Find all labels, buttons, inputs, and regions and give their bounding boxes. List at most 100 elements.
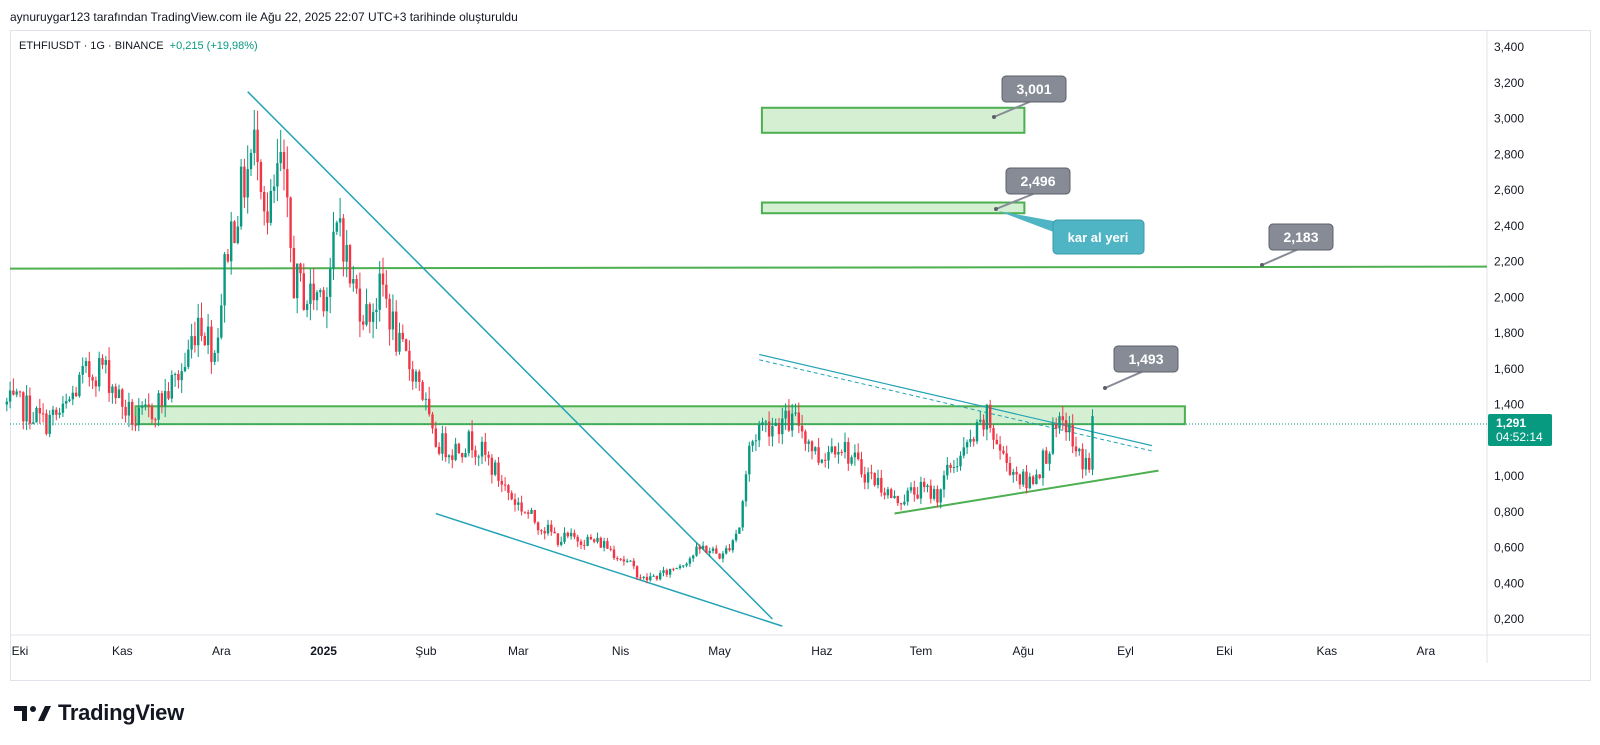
candle-body (444, 433, 447, 458)
candle-body (794, 412, 797, 414)
candle-body (32, 422, 35, 424)
candle-body (734, 533, 738, 541)
candle-body (5, 401, 8, 405)
candle-body (1045, 450, 1048, 464)
candle-body (137, 407, 140, 426)
candle-body (949, 464, 952, 468)
candle-body (58, 412, 61, 415)
candle-body (269, 190, 272, 223)
candle-body (408, 350, 411, 370)
candle-body (68, 399, 71, 402)
candle-body (451, 455, 454, 460)
candle-body (41, 413, 45, 415)
candle-body (1012, 471, 1015, 475)
candle-body (602, 541, 606, 548)
candle-body (744, 474, 748, 502)
candle-body (74, 392, 78, 397)
price-label-1493-text: 1,493 (1128, 351, 1163, 367)
candle-body (467, 431, 470, 454)
candle-body (154, 419, 157, 421)
wedge-upper-trendline (759, 353, 1153, 447)
candle-body (645, 576, 649, 581)
candle-body (51, 409, 55, 415)
candle-body (721, 553, 725, 559)
candle-body (1035, 474, 1038, 485)
candle-body (309, 283, 312, 305)
y-tick-label: 1,000 (1494, 469, 1524, 483)
candle-body (715, 548, 718, 554)
candle-body (517, 502, 520, 505)
price-label-2496-pointer (995, 191, 1039, 210)
candle-body (206, 326, 210, 346)
candle-body (71, 392, 74, 400)
candle-body (197, 317, 200, 346)
candle-body (253, 129, 256, 153)
candle-body (857, 452, 860, 460)
candle-body (121, 389, 124, 407)
price-zone (760, 106, 1026, 134)
candle-body (814, 447, 817, 452)
candle-body (942, 475, 946, 490)
candle-body (272, 186, 276, 191)
candle-body (279, 152, 282, 164)
candle-body (111, 386, 114, 393)
candle-body (276, 163, 279, 187)
candle-body (982, 419, 985, 430)
y-tick-label: 2,600 (1494, 183, 1524, 197)
candle-body (576, 536, 579, 542)
candle-body (962, 447, 965, 456)
candle-body (639, 577, 642, 579)
candle-body (381, 273, 385, 285)
candle-body (256, 129, 259, 163)
candle-body (220, 305, 223, 338)
candle-body (586, 536, 589, 546)
chart-frame[interactable] (10, 30, 1591, 681)
price-label-3001-box (1001, 75, 1067, 103)
price-label-2496-anchor (994, 207, 998, 211)
price-label-1493-anchor (1103, 386, 1107, 390)
y-tick-label: 2,200 (1494, 255, 1524, 269)
candle-body (880, 477, 883, 493)
candle-body (863, 474, 866, 483)
candle-body (956, 466, 959, 468)
candle-body (781, 418, 784, 435)
candle-body (322, 290, 325, 312)
candle-body (728, 548, 731, 551)
candle-body (28, 395, 32, 424)
candle-body (173, 374, 177, 376)
candle-body (1025, 471, 1028, 489)
candle-body (685, 563, 688, 566)
candles-group (5, 109, 1094, 584)
candle-body (682, 565, 685, 567)
candle-body (329, 269, 332, 297)
candle-body (134, 424, 137, 426)
candle-body (243, 166, 246, 198)
candle-body (672, 568, 675, 570)
x-tick-label: Kas (1316, 644, 1337, 658)
candle-body (12, 390, 15, 395)
x-tick-label: Eyl (1117, 644, 1134, 658)
candle-body (342, 218, 345, 262)
candle-body (870, 472, 873, 474)
candle-body (758, 425, 761, 441)
candle-body (348, 244, 352, 284)
tradingview-brand[interactable]: TradingView (14, 700, 184, 726)
candle-body (355, 279, 358, 289)
candle-body (375, 309, 378, 313)
note-pointer (998, 211, 1059, 234)
candle-body (527, 512, 530, 514)
candle-body (1005, 453, 1008, 463)
candle-body (1078, 448, 1081, 452)
falling-resistance-trendline (247, 91, 773, 620)
price-label-1493-pointer (1104, 369, 1147, 389)
candle-body (131, 401, 134, 425)
candle-body (718, 553, 721, 559)
candle-body (190, 336, 193, 350)
candle-body (992, 427, 995, 440)
y-tick-label: 3,000 (1494, 112, 1524, 126)
candle-body (365, 304, 368, 325)
candle-body (560, 541, 563, 545)
x-tick-label: Ara (1416, 644, 1435, 658)
candle-body (771, 426, 774, 437)
